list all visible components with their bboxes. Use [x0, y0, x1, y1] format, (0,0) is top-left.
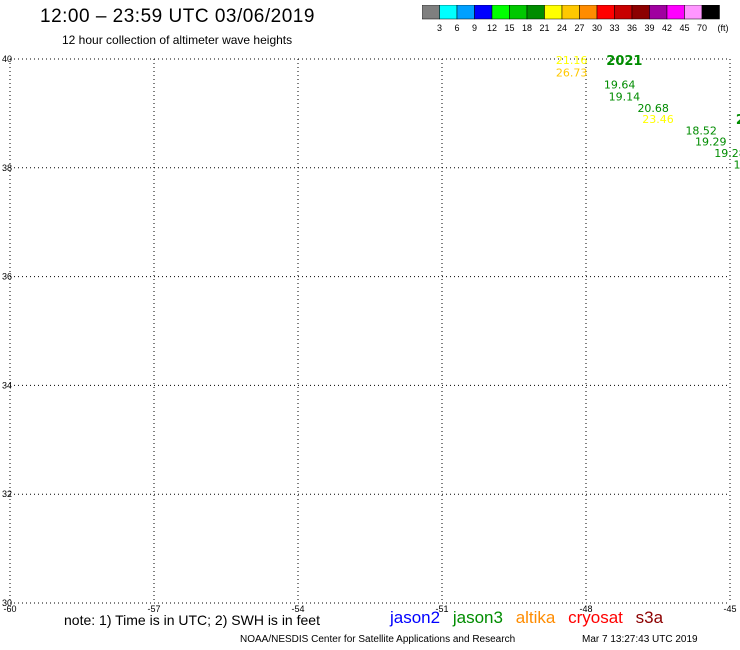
- latitude-tick-label: 36: [2, 272, 12, 282]
- colorbar-tick-label: 18: [522, 23, 532, 33]
- longitude-tick-label: -48: [579, 604, 592, 614]
- colorbar-tick-label: 3: [437, 23, 442, 33]
- wave-height-label: 21.16: [556, 54, 588, 67]
- legend-jason2: jason2: [390, 608, 441, 627]
- wave-height-label: 18.62: [733, 159, 740, 172]
- wave-height-colorbar: 3 6 9 12 15 18 21 24 27 30 33 36 39 42 45 70 (ft): [422, 5, 729, 33]
- legend-jason3: jason3: [452, 608, 503, 627]
- colorbar-swatch: [701, 5, 720, 20]
- units-note: note: 1) Time is in UTC; 2) SWH is in fe…: [64, 612, 320, 628]
- wave-height-label: 19.14: [609, 91, 641, 104]
- colorbar-tick-label: 6: [454, 23, 459, 33]
- latitude-tick-label: 32: [2, 489, 12, 499]
- colorbar-tick-label: 70: [697, 23, 707, 33]
- wave-height-label: 23.46: [642, 113, 674, 126]
- credit-text: NOAA/NESDIS Center for Satellite Applica…: [240, 634, 516, 645]
- wave-height-label: 19.29: [695, 136, 727, 149]
- longitude-tick-label: -60: [3, 604, 16, 614]
- longitude-tick-label: -57: [147, 604, 160, 614]
- longitude-tick-label: -51: [435, 604, 448, 614]
- wave-height-label: 19.64: [604, 79, 636, 92]
- pass-time-label: 2022: [736, 113, 740, 128]
- page-subtitle: 12 hour collection of altimeter wave hei…: [62, 33, 293, 47]
- colorbar-tick-label: 45: [679, 23, 689, 33]
- wave-height-label: 19.28: [714, 147, 740, 160]
- pass-time-label: 2021: [606, 54, 642, 69]
- wave-height-label: 20.68: [637, 102, 669, 115]
- latitude-tick-label: 40: [2, 54, 12, 64]
- latitude-tick-label: 30: [2, 598, 12, 608]
- wave-height-label: 18.52: [685, 124, 717, 137]
- colorbar-tick-label: 15: [504, 23, 514, 33]
- colorbar-tick-label: 30: [592, 23, 602, 33]
- colorbar-tick-label: 36: [627, 23, 637, 33]
- legend-cryosat: cryosat: [568, 608, 623, 627]
- wave-height-label: 26.73: [556, 67, 588, 80]
- colorbar-tick-label: 27: [574, 23, 584, 33]
- longitude-tick-label: -54: [291, 604, 304, 614]
- colorbar-unit: (ft): [718, 23, 729, 33]
- satellite-legend: jason2 jason3 altika cryosat s3a: [390, 608, 671, 628]
- colorbar-tick-label: 21: [539, 23, 549, 33]
- colorbar-tick-label: 39: [644, 23, 654, 33]
- altimeter-map: -60 -57 -54 -51 -48 -45 30 32 34 36 38 40 21.1626.73…: [2, 54, 740, 614]
- page-title: 12:00 – 23:59 UTC 03/06/2019: [40, 6, 315, 27]
- legend-s3a: s3a: [635, 608, 664, 627]
- latitude-tick-label: 34: [2, 380, 12, 390]
- latitude-tick-label: 38: [2, 163, 12, 173]
- colorbar-tick-label: 9: [472, 23, 477, 33]
- colorbar-tick-label: 33: [609, 23, 619, 33]
- legend-altika: altika: [515, 608, 556, 627]
- colorbar-tick-label: 12: [487, 23, 497, 33]
- colorbar-tick-label: 24: [557, 23, 567, 33]
- longitude-tick-label: -45: [723, 604, 736, 614]
- generated-timestamp: Mar 7 13:27:43 UTC 2019: [582, 634, 698, 645]
- colorbar-tick-label: 42: [662, 23, 672, 33]
